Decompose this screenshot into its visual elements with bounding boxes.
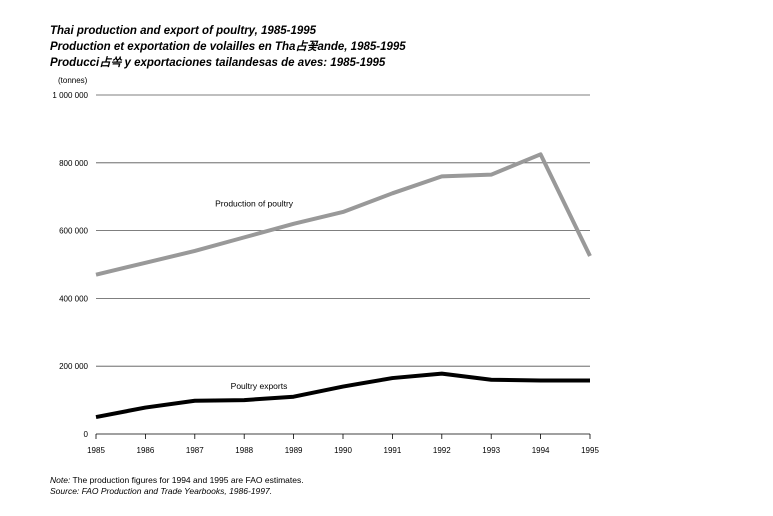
footnotes: Note: The production figures for 1994 an… (50, 475, 304, 497)
exports-series-label: Poultry exports (231, 381, 288, 391)
note-text: The production figures for 1994 and 1995… (70, 475, 304, 485)
x-tick-label: 1987 (186, 446, 204, 455)
production-series-line (95, 152, 592, 277)
x-tick-label: 1985 (87, 446, 105, 455)
x-tick-label: 1992 (433, 446, 451, 455)
x-tick-label: 1991 (384, 446, 402, 455)
y-tick-label: 200 000 (59, 362, 88, 371)
note-line: Note: The production figures for 1994 an… (50, 475, 304, 486)
y-tick-label: 800 000 (59, 159, 88, 168)
y-unit-label: (tonnes) (58, 76, 88, 85)
chart-title-block: Thai production and export of poultry, 1… (50, 23, 406, 71)
y-tick-label: 600 000 (59, 227, 88, 236)
x-tick-label: 1993 (482, 446, 500, 455)
y-tick-label: 0 (84, 430, 89, 439)
x-tick-label: 1988 (235, 446, 253, 455)
source-text: Source: FAO Production and Trade Yearboo… (50, 486, 273, 496)
exports-series-line (95, 371, 590, 420)
y-tick-label: 400 000 (59, 294, 88, 303)
note-label: Note: (50, 475, 71, 485)
x-tick-label: 1990 (334, 446, 352, 455)
title-french: Production et exportation de volailles e… (50, 41, 406, 53)
x-tick-label: 1995 (581, 446, 599, 455)
x-tick-label: 1994 (532, 446, 550, 455)
title-spanish: Producci占쏙 y exportaciones tailandesas d… (50, 57, 386, 69)
x-tick-label: 1989 (285, 446, 303, 455)
x-tick-label: 1986 (137, 446, 155, 455)
y-tick-label: 1 000 000 (52, 91, 88, 100)
production-series-label: Production of poultry (215, 199, 294, 209)
title-english: Thai production and export of poultry, 1… (50, 25, 317, 37)
source-line: Source: FAO Production and Trade Yearboo… (50, 486, 304, 497)
